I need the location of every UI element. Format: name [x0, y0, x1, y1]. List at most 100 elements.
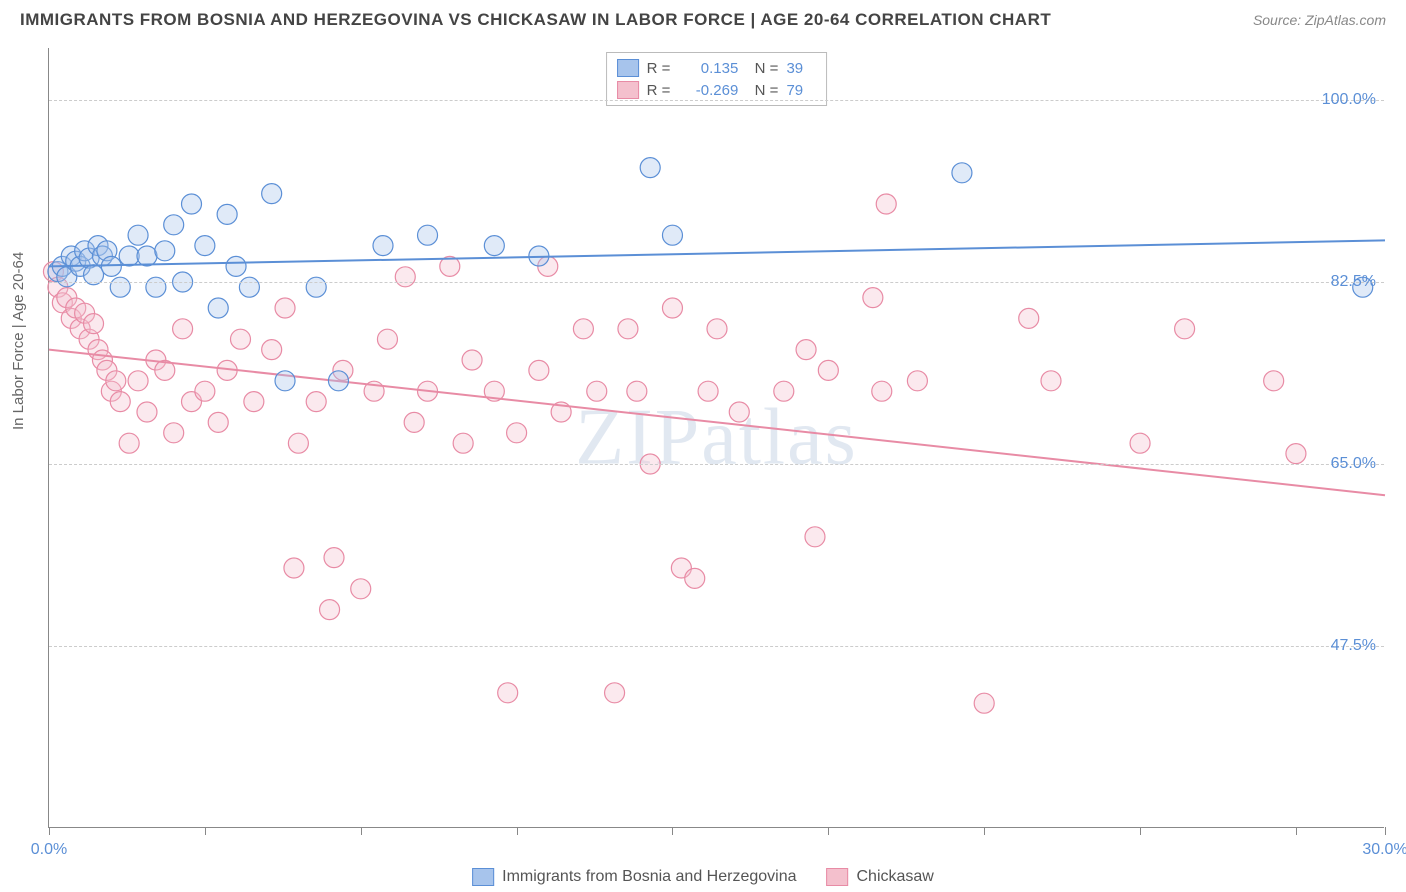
x-tick [1140, 827, 1141, 835]
data-point [262, 184, 282, 204]
data-point [275, 298, 295, 318]
data-point [1264, 371, 1284, 391]
x-tick [984, 827, 985, 835]
y-axis-label: In Labor Force | Age 20-64 [10, 252, 27, 430]
x-tick [1385, 827, 1386, 835]
gridline-h [49, 100, 1384, 101]
data-point [796, 340, 816, 360]
chart-plot-area: ZIPatlas R = 0.135 N = 39 R = -0.269 N =… [48, 48, 1384, 828]
stat-value-r: -0.269 [678, 82, 738, 99]
data-point [573, 319, 593, 339]
data-point [529, 360, 549, 380]
y-tick-label: 82.5% [1331, 273, 1376, 291]
data-point [262, 340, 282, 360]
data-point [106, 371, 126, 391]
data-point [306, 277, 326, 297]
data-point [698, 381, 718, 401]
data-point [1019, 308, 1039, 328]
gridline-h [49, 282, 1384, 283]
data-point [164, 215, 184, 235]
data-point [155, 241, 175, 261]
data-point [872, 381, 892, 401]
correlation-legend: R = 0.135 N = 39 R = -0.269 N = 79 [606, 52, 828, 106]
trend-line [49, 350, 1385, 496]
data-point [128, 371, 148, 391]
data-point [662, 298, 682, 318]
data-point [284, 558, 304, 578]
data-point [805, 527, 825, 547]
data-point [863, 288, 883, 308]
data-point [404, 412, 424, 432]
trend-line [49, 240, 1385, 266]
legend-label: Chickasaw [857, 868, 934, 886]
data-point [707, 319, 727, 339]
data-point [226, 256, 246, 276]
data-point [195, 236, 215, 256]
data-point [137, 246, 157, 266]
swatch-icon [472, 868, 494, 886]
data-point [195, 381, 215, 401]
swatch-icon [617, 81, 639, 99]
data-point [685, 568, 705, 588]
data-point [395, 267, 415, 287]
x-tick [1296, 827, 1297, 835]
x-tick [517, 827, 518, 835]
data-point [84, 314, 104, 334]
series-legend: Immigrants from Bosnia and Herzegovina C… [472, 868, 934, 886]
data-point [373, 236, 393, 256]
stat-label-r: R = [647, 82, 671, 99]
data-point [507, 423, 527, 443]
source-attribution: Source: ZipAtlas.com [1253, 12, 1386, 28]
data-point [101, 256, 121, 276]
legend-row-series-1: R = 0.135 N = 39 [617, 57, 817, 79]
data-point [498, 683, 518, 703]
y-tick-label: 65.0% [1331, 455, 1376, 473]
data-point [110, 277, 130, 297]
data-point [1286, 444, 1306, 464]
y-tick-label: 100.0% [1322, 91, 1376, 109]
gridline-h [49, 464, 1384, 465]
data-point [230, 329, 250, 349]
data-point [275, 371, 295, 391]
legend-item: Immigrants from Bosnia and Herzegovina [472, 868, 796, 886]
data-point [618, 319, 638, 339]
data-point [627, 381, 647, 401]
stat-label-r: R = [647, 60, 671, 77]
data-point [164, 423, 184, 443]
title-bar: IMMIGRANTS FROM BOSNIA AND HERZEGOVINA V… [0, 0, 1406, 38]
data-point [208, 412, 228, 432]
data-point [1130, 433, 1150, 453]
data-point [729, 402, 749, 422]
data-point [119, 246, 139, 266]
data-point [1175, 319, 1195, 339]
data-point [952, 163, 972, 183]
swatch-icon [617, 59, 639, 77]
data-point [119, 433, 139, 453]
data-point [1041, 371, 1061, 391]
data-point [774, 381, 794, 401]
data-point [128, 225, 148, 245]
data-point [146, 277, 166, 297]
x-tick-label: 0.0% [31, 841, 67, 859]
data-point [324, 548, 344, 568]
x-tick [205, 827, 206, 835]
y-tick-label: 47.5% [1331, 637, 1376, 655]
stat-value-r: 0.135 [678, 60, 738, 77]
data-point [137, 402, 157, 422]
data-point [587, 381, 607, 401]
data-point [173, 319, 193, 339]
x-tick-label: 30.0% [1362, 841, 1406, 859]
data-point [244, 392, 264, 412]
stat-value-n: 39 [786, 60, 816, 77]
chart-title: IMMIGRANTS FROM BOSNIA AND HERZEGOVINA V… [20, 10, 1051, 30]
stat-label-n: N = [746, 82, 778, 99]
data-point [239, 277, 259, 297]
stat-value-n: 79 [786, 82, 816, 99]
data-point [453, 433, 473, 453]
data-point [377, 329, 397, 349]
data-point [328, 371, 348, 391]
swatch-icon [827, 868, 849, 886]
data-point [462, 350, 482, 370]
legend-row-series-2: R = -0.269 N = 79 [617, 79, 817, 101]
data-point [974, 693, 994, 713]
